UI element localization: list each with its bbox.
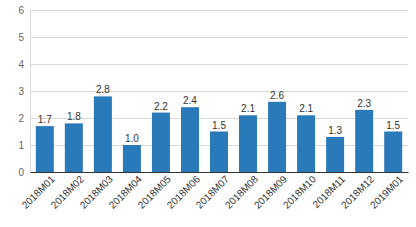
bar xyxy=(297,115,315,172)
grid-line xyxy=(30,64,408,65)
data-label: 2.1 xyxy=(299,103,313,114)
x-axis: 2018M012018M022018M032018M042018M052018M… xyxy=(20,172,409,211)
bar xyxy=(268,102,286,172)
bar xyxy=(326,137,344,172)
y-tick-label: 4 xyxy=(18,59,24,70)
y-tick: 5 xyxy=(18,32,408,43)
bar xyxy=(65,123,83,172)
y-tick: 4 xyxy=(18,59,408,70)
y-axis-line xyxy=(31,11,409,173)
grid-line xyxy=(30,172,408,173)
data-label: 1.3 xyxy=(328,125,342,136)
bar xyxy=(355,110,373,172)
y-tick: 6 xyxy=(18,5,408,16)
bar xyxy=(210,132,228,173)
y-tick-label: 2 xyxy=(18,113,24,124)
bar xyxy=(94,96,112,172)
x-tick: 2019M01 xyxy=(368,172,406,211)
y-tick-label: 6 xyxy=(18,5,24,16)
grid-line xyxy=(30,91,408,92)
y-axis: 0 1 2 3 4 5 6 xyxy=(18,5,408,178)
y-tick: 3 xyxy=(18,86,408,97)
data-labels: 1.7 1.8 2.8 1.0 2.2 2.4 1.5 2.1 2.6 2.1 1.3 2.3 1.5 xyxy=(38,84,401,144)
bar xyxy=(123,145,141,172)
data-label: 2.2 xyxy=(154,101,168,112)
data-label: 1.8 xyxy=(67,111,81,122)
chart: 0 1 2 3 4 5 6 2018M012018M022018M032018M042018M… xyxy=(0,0,416,227)
data-label: 2.6 xyxy=(270,90,284,101)
plot: 0 1 2 3 4 5 6 2018M012018M022018M032018M042018M… xyxy=(18,5,408,211)
grid-line xyxy=(30,10,408,11)
y-tick-label: 3 xyxy=(18,86,24,97)
data-label: 1.5 xyxy=(212,120,226,131)
grid-line xyxy=(30,37,408,38)
data-label: 2.8 xyxy=(96,84,110,95)
data-label: 2.1 xyxy=(241,103,255,114)
data-label: 2.3 xyxy=(357,98,371,109)
bar xyxy=(152,113,170,172)
y-tick-label: 5 xyxy=(18,32,24,43)
x-tick-label: 2019M01 xyxy=(368,173,406,211)
bar xyxy=(239,115,257,172)
bar xyxy=(36,126,54,172)
bar xyxy=(181,107,199,172)
data-label: 1.7 xyxy=(38,114,52,125)
data-label: 2.4 xyxy=(183,95,197,106)
x-axis-line xyxy=(31,172,409,173)
y-tick-label: 0 xyxy=(18,167,24,178)
data-label: 1.0 xyxy=(125,133,139,144)
y-tick-label: 1 xyxy=(18,140,24,151)
data-label: 1.5 xyxy=(386,120,400,131)
bar xyxy=(384,132,402,173)
bars xyxy=(36,96,402,172)
